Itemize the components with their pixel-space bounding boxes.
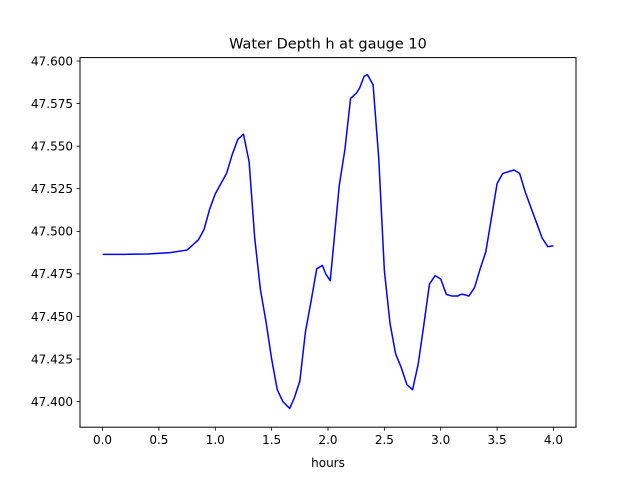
x-tick-label: 0.0 bbox=[93, 433, 112, 447]
series-line-0 bbox=[102, 73, 554, 410]
y-tick-label: 47.425 bbox=[31, 352, 73, 366]
y-tick-label: 47.400 bbox=[31, 395, 73, 409]
y-tick-label: 47.550 bbox=[31, 139, 73, 153]
y-tick-label: 47.575 bbox=[31, 97, 73, 111]
plot-layer bbox=[102, 73, 554, 410]
x-tick-label: 1.0 bbox=[206, 433, 225, 447]
x-tick-label: 4.0 bbox=[544, 433, 563, 447]
y-tick-label: 47.525 bbox=[31, 182, 73, 196]
y-tick-label: 47.600 bbox=[31, 54, 73, 68]
y-tick-label: 47.475 bbox=[31, 267, 73, 281]
x-axis-ticks: 0.0 0.5 1.0 1.5 2.0 2.5 3.0 3.5 4.0 bbox=[93, 427, 563, 447]
x-tick-label: 1.5 bbox=[262, 433, 281, 447]
y-tick-label: 47.500 bbox=[31, 225, 73, 239]
x-tick-label: 0.5 bbox=[149, 433, 168, 447]
chart-title: Water Depth h at gauge 10 bbox=[229, 37, 427, 53]
x-tick-label: 2.0 bbox=[318, 433, 337, 447]
x-axis-label: hours bbox=[311, 456, 345, 470]
y-axis-ticks: 47.400 47.425 47.450 47.475 47.500 47.525 47.5… bbox=[31, 54, 80, 409]
y-tick-label: 47.450 bbox=[31, 310, 73, 324]
x-tick-label: 2.5 bbox=[375, 433, 394, 447]
x-tick-label: 3.0 bbox=[431, 433, 450, 447]
x-tick-label: 3.5 bbox=[488, 433, 507, 447]
